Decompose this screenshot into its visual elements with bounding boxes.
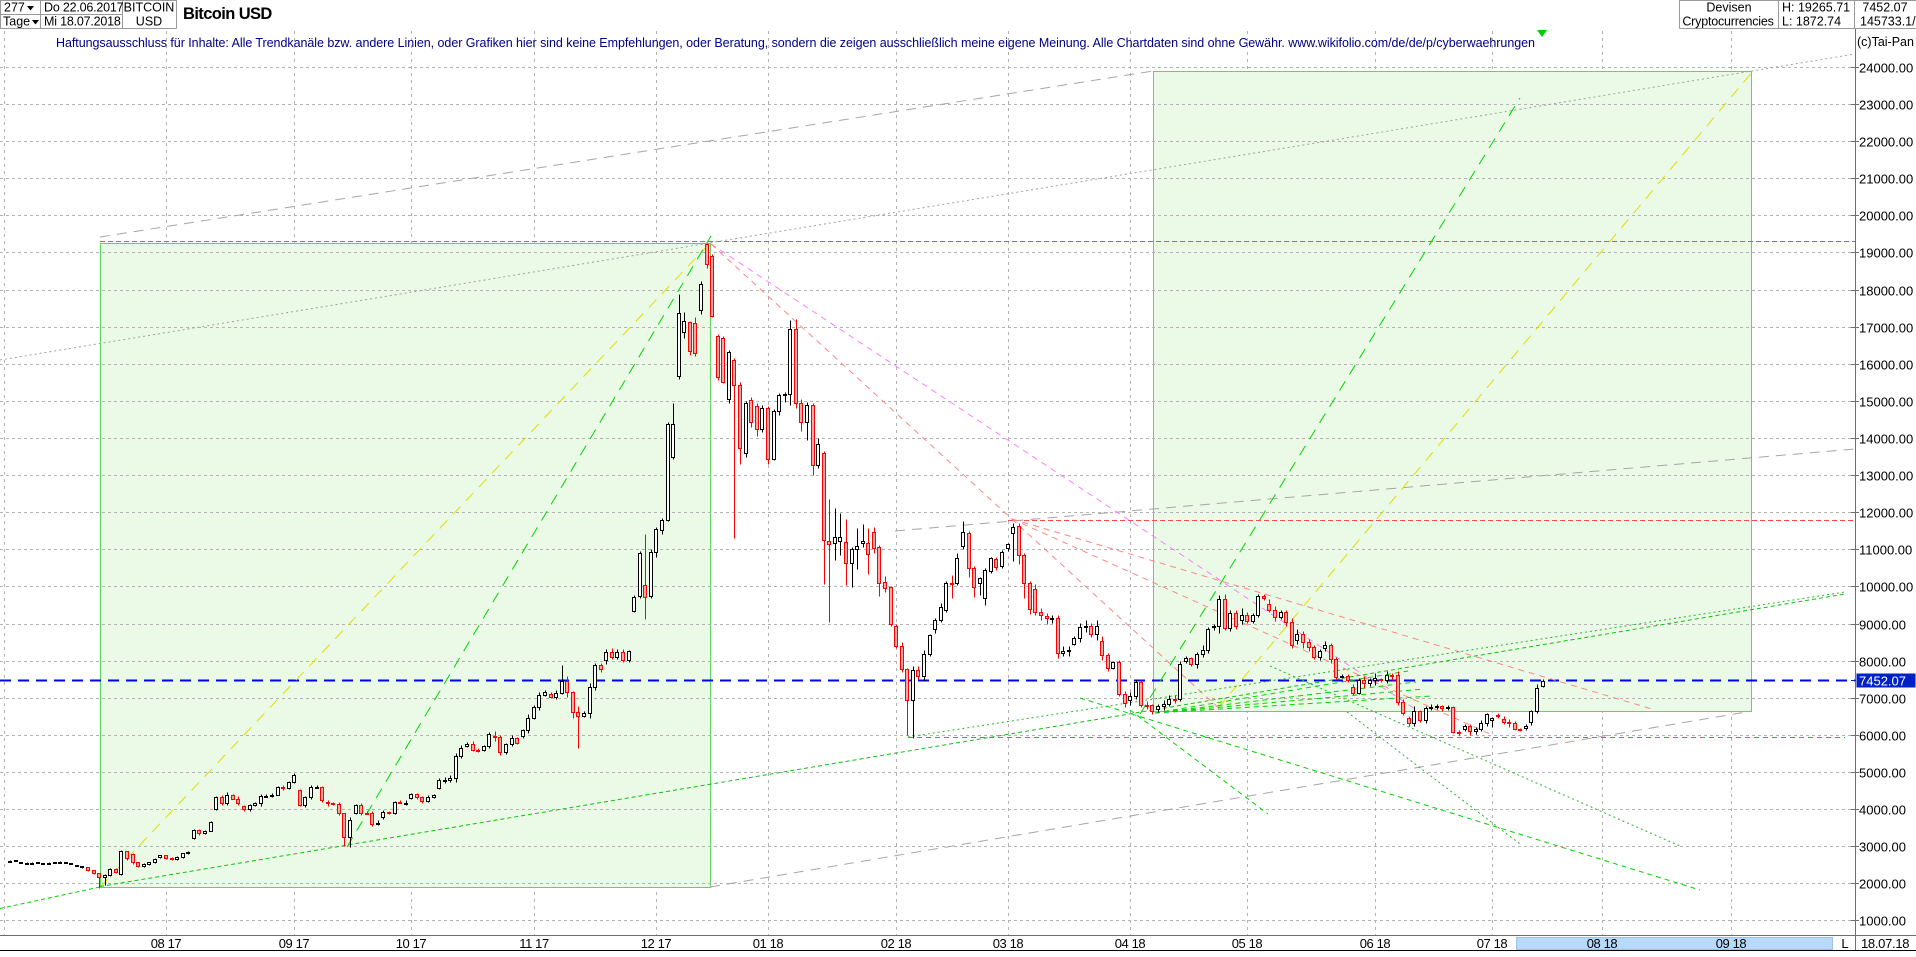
svg-text:3000.00: 3000.00 — [1859, 840, 1906, 855]
svg-text:7452.07: 7452.07 — [1859, 674, 1906, 689]
svg-text:18.07.18: 18.07.18 — [1861, 936, 1909, 951]
svg-text:03 18: 03 18 — [993, 936, 1024, 951]
svg-text:08 18: 08 18 — [1587, 936, 1618, 951]
svg-text:Devisen: Devisen — [1706, 1, 1751, 15]
svg-text:08 17: 08 17 — [151, 936, 182, 951]
svg-text:BITCOIN: BITCOIN — [124, 1, 175, 15]
svg-text:10000.00: 10000.00 — [1859, 580, 1913, 595]
svg-text:17000.00: 17000.00 — [1859, 321, 1913, 336]
svg-text:7000.00: 7000.00 — [1859, 692, 1906, 707]
svg-text:20000.00: 20000.00 — [1859, 209, 1913, 224]
svg-text:15000.00: 15000.00 — [1859, 395, 1913, 410]
svg-text:05 18: 05 18 — [1232, 936, 1263, 951]
svg-text:Cryptocurrencies: Cryptocurrencies — [1682, 15, 1773, 29]
svg-text:13000.00: 13000.00 — [1859, 469, 1913, 484]
svg-text:Do 22.06.2017: Do 22.06.2017 — [44, 1, 124, 15]
svg-text:10 17: 10 17 — [396, 936, 427, 951]
svg-text:Haftungsausschluss für Inhalte: Haftungsausschluss für Inhalte: Alle Tre… — [56, 36, 1535, 50]
svg-text:04 18: 04 18 — [1115, 936, 1146, 951]
svg-text:22000.00: 22000.00 — [1859, 135, 1913, 150]
svg-text:L: L — [1841, 936, 1848, 951]
svg-text:8000.00: 8000.00 — [1859, 655, 1906, 670]
svg-text:06 18: 06 18 — [1360, 936, 1391, 951]
svg-text:16000.00: 16000.00 — [1859, 358, 1913, 373]
svg-text:19000.00: 19000.00 — [1859, 246, 1913, 261]
svg-text:Mi 18.07.2018: Mi 18.07.2018 — [44, 15, 121, 29]
svg-text:01 18: 01 18 — [753, 936, 784, 951]
svg-text:5000.00: 5000.00 — [1859, 766, 1906, 781]
svg-text:7452.07: 7452.07 — [1862, 1, 1907, 15]
svg-text:Tage: Tage — [3, 15, 30, 29]
svg-text:18000.00: 18000.00 — [1859, 284, 1913, 299]
svg-text:24000.00: 24000.00 — [1859, 61, 1913, 76]
svg-text:11 17: 11 17 — [519, 936, 549, 951]
svg-text:(c)Tai-Pan: (c)Tai-Pan — [1857, 35, 1914, 49]
svg-text:11000.00: 11000.00 — [1859, 543, 1912, 558]
svg-text:12000.00: 12000.00 — [1859, 506, 1913, 521]
svg-text:6000.00: 6000.00 — [1859, 729, 1906, 744]
svg-text:07 18: 07 18 — [1477, 936, 1508, 951]
svg-text:02 18: 02 18 — [881, 936, 912, 951]
svg-text:4000.00: 4000.00 — [1859, 803, 1906, 818]
svg-text:H: 19265.71: H: 19265.71 — [1782, 1, 1850, 15]
svg-text:277: 277 — [4, 1, 25, 15]
svg-text:9000.00: 9000.00 — [1859, 618, 1906, 633]
svg-text:Bitcoin USD: Bitcoin USD — [183, 5, 272, 23]
svg-text:145733.1/: 145733.1/ — [1860, 15, 1916, 29]
svg-text:12 17: 12 17 — [641, 936, 672, 951]
svg-text:09 18: 09 18 — [1716, 936, 1747, 951]
svg-text:1000.00: 1000.00 — [1859, 914, 1906, 929]
svg-text:14000.00: 14000.00 — [1859, 432, 1913, 447]
svg-text:USD: USD — [136, 15, 162, 29]
svg-text:2000.00: 2000.00 — [1859, 877, 1906, 892]
svg-text:L: 1872.74: L: 1872.74 — [1782, 15, 1841, 29]
svg-text:09 17: 09 17 — [279, 936, 310, 951]
svg-text:21000.00: 21000.00 — [1859, 172, 1913, 187]
svg-text:23000.00: 23000.00 — [1859, 98, 1913, 113]
